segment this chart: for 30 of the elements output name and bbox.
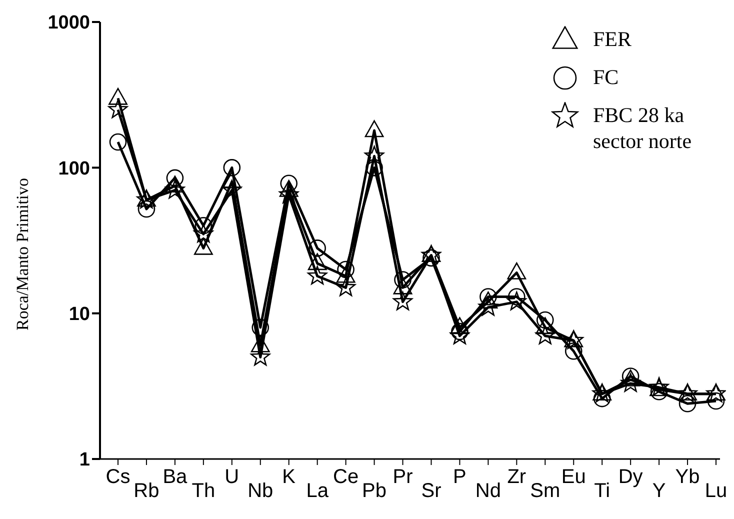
x-tick-label: Th: [192, 480, 216, 502]
x-tick-label: Ti: [594, 480, 610, 502]
x-tick-label: Pr: [392, 466, 414, 488]
x-tick-label: Zr: [507, 466, 526, 488]
y-tick-label: 100: [58, 158, 90, 180]
x-tick-label: Nb: [248, 480, 274, 502]
x-tick-label: Pb: [362, 480, 387, 502]
x-tick-label: Sm: [530, 480, 560, 502]
x-tick-label: Cs: [106, 466, 130, 488]
x-tick-label: Dy: [618, 466, 643, 488]
x-tick-label: Ce: [333, 466, 359, 488]
y-tick-label: 1000: [48, 12, 90, 34]
x-tick-label: La: [306, 480, 330, 502]
x-tick-label: Yb: [675, 466, 700, 488]
x-tick-label: Nd: [475, 480, 501, 502]
x-tick-label: Rb: [134, 480, 160, 502]
y-tick-label: 10: [68, 304, 90, 326]
x-tick-label: U: [224, 466, 240, 488]
legend-label: FBC 28 ka sector norte: [593, 102, 693, 154]
x-tick-label: P: [453, 466, 466, 488]
y-tick-label: 1: [79, 450, 90, 471]
x-tick-label: Y: [652, 480, 666, 502]
legend-label: FER: [593, 26, 632, 52]
legend-label: FC: [593, 64, 619, 90]
x-tick-label: K: [282, 466, 296, 488]
x-tick-label: Sr: [421, 480, 442, 502]
x-tick-label: Lu: [704, 480, 728, 502]
x-tick-label: Eu: [561, 466, 586, 488]
x-tick-label: Ba: [162, 466, 188, 488]
y-axis-title: Roca/Manto Primitivo: [13, 178, 32, 330]
